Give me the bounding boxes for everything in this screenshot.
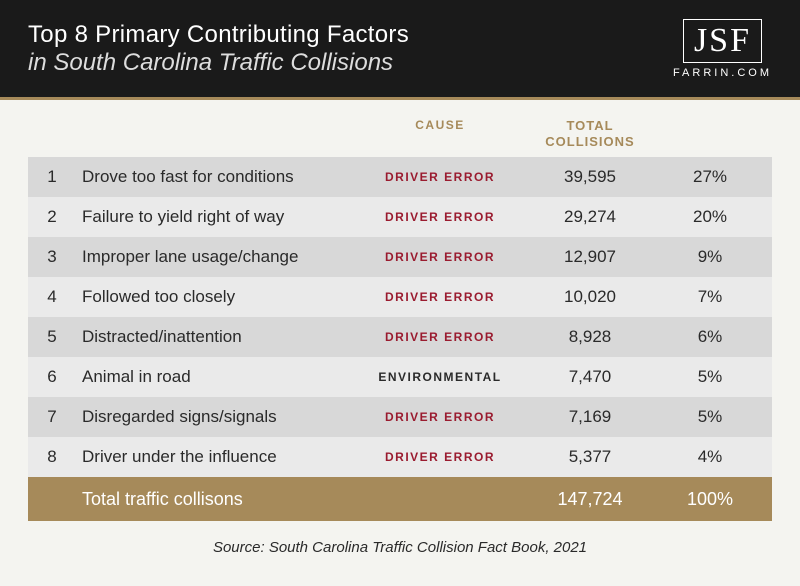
row-cause: DRIVER ERROR	[360, 410, 520, 424]
row-rank: 6	[28, 367, 76, 387]
row-pct: 4%	[660, 447, 760, 467]
row-cause: ENVIRONMENTAL	[360, 370, 520, 384]
row-rank: 4	[28, 287, 76, 307]
row-factor: Disregarded signs/signals	[76, 407, 360, 427]
row-pct: 5%	[660, 367, 760, 387]
row-factor: Failure to yield right of way	[76, 207, 360, 227]
table-row: 2Failure to yield right of wayDRIVER ERR…	[28, 197, 772, 237]
row-factor: Distracted/inattention	[76, 327, 360, 347]
table-row: 7Disregarded signs/signalsDRIVER ERROR7,…	[28, 397, 772, 437]
row-collisions: 12,907	[520, 247, 660, 267]
row-cause: DRIVER ERROR	[360, 290, 520, 304]
row-cause: DRIVER ERROR	[360, 450, 520, 464]
row-rank: 8	[28, 447, 76, 467]
table-row: 6Animal in roadENVIRONMENTAL7,4705%	[28, 357, 772, 397]
row-factor: Driver under the influence	[76, 447, 360, 467]
row-cause: DRIVER ERROR	[360, 170, 520, 184]
row-cause: DRIVER ERROR	[360, 210, 520, 224]
row-pct: 27%	[660, 167, 760, 187]
row-cause: DRIVER ERROR	[360, 250, 520, 264]
header: Top 8 Primary Contributing Factors in So…	[0, 0, 800, 100]
row-pct: 5%	[660, 407, 760, 427]
row-collisions: 5,377	[520, 447, 660, 467]
row-pct: 6%	[660, 327, 760, 347]
table-row: 3Improper lane usage/changeDRIVER ERROR1…	[28, 237, 772, 277]
total-collisions: 147,724	[520, 489, 660, 510]
row-rank: 7	[28, 407, 76, 427]
row-collisions: 7,169	[520, 407, 660, 427]
row-factor: Followed too closely	[76, 287, 360, 307]
header-title: Top 8 Primary Contributing Factors in So…	[28, 21, 409, 77]
table-row: 5Distracted/inattentionDRIVER ERROR8,928…	[28, 317, 772, 357]
col-cause: CAUSE	[360, 118, 520, 149]
row-collisions: 39,595	[520, 167, 660, 187]
title-line2: in South Carolina Traffic Collisions	[28, 49, 409, 77]
row-collisions: 8,928	[520, 327, 660, 347]
logo: JSF FARRIN.COM	[673, 19, 772, 79]
row-rank: 3	[28, 247, 76, 267]
col-collisions: TOTAL COLLISIONS	[520, 118, 660, 149]
total-row: Total traffic collisons 147,724 100%	[28, 477, 772, 521]
row-collisions: 29,274	[520, 207, 660, 227]
row-pct: 7%	[660, 287, 760, 307]
table-row: 8Driver under the influenceDRIVER ERROR5…	[28, 437, 772, 477]
column-headers: CAUSE TOTAL COLLISIONS	[28, 118, 772, 157]
table: CAUSE TOTAL COLLISIONS 1Drove too fast f…	[0, 100, 800, 556]
row-cause: DRIVER ERROR	[360, 330, 520, 344]
table-row: 1Drove too fast for conditionsDRIVER ERR…	[28, 157, 772, 197]
row-collisions: 10,020	[520, 287, 660, 307]
row-collisions: 7,470	[520, 367, 660, 387]
row-factor: Animal in road	[76, 367, 360, 387]
total-pct: 100%	[660, 489, 760, 510]
row-rank: 1	[28, 167, 76, 187]
row-rank: 2	[28, 207, 76, 227]
table-row: 4Followed too closelyDRIVER ERROR10,0207…	[28, 277, 772, 317]
logo-main: JSF	[683, 19, 762, 63]
source-text: Source: South Carolina Traffic Collision…	[28, 539, 772, 556]
total-label: Total traffic collisons	[76, 489, 360, 510]
logo-sub: FARRIN.COM	[673, 67, 772, 79]
row-pct: 9%	[660, 247, 760, 267]
row-factor: Drove too fast for conditions	[76, 167, 360, 187]
title-line1: Top 8 Primary Contributing Factors	[28, 21, 409, 49]
row-rank: 5	[28, 327, 76, 347]
row-pct: 20%	[660, 207, 760, 227]
row-factor: Improper lane usage/change	[76, 247, 360, 267]
